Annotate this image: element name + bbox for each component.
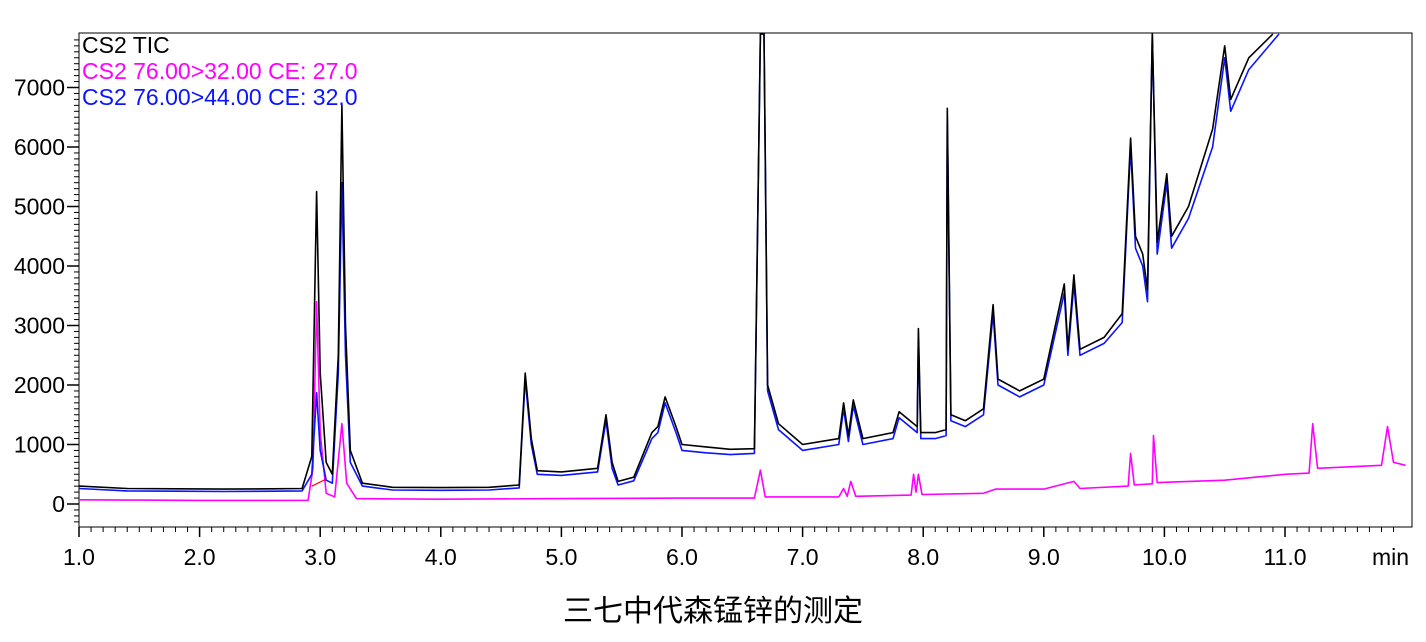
plot-area <box>78 32 1413 528</box>
legend-entry-tic: CS2 TIC <box>82 32 170 58</box>
x-tick-label: 2.0 <box>184 544 216 570</box>
y-tick-label: 3000 <box>14 313 65 339</box>
x-axis-unit-label: min <box>1372 544 1409 570</box>
x-tick-label: 4.0 <box>425 544 457 570</box>
axes: 0 1000 2000 3000 4000 5000 6000 7000 1.0 2.0 3.0 4.… <box>14 39 1409 570</box>
legend-entry-mrm-44: CS2 76.00>44.00 CE: 32.0 <box>82 84 358 110</box>
series-line-0 <box>78 33 1274 490</box>
x-tick-label: 5.0 <box>545 544 577 570</box>
x-tick-label: 6.0 <box>666 544 698 570</box>
y-tick-label: 5000 <box>14 194 65 220</box>
y-tick-label: 6000 <box>14 134 65 160</box>
series-lines <box>78 33 1406 502</box>
legend-entry-mrm-32: CS2 76.00>32.00 CE: 27.0 <box>82 58 358 84</box>
x-tick-label: 11.0 <box>1263 544 1306 570</box>
x-tick-label: 10.0 <box>1142 544 1187 570</box>
chart-caption: 三七中代森锰锌的测定 <box>563 594 863 629</box>
x-tick-label: 1.0 <box>63 544 95 570</box>
y-tick-label: 4000 <box>14 253 65 279</box>
y-tick-label: 2000 <box>14 372 65 398</box>
series-line-1 <box>78 300 1406 502</box>
y-tick-label: 0 <box>52 491 65 517</box>
baseline-marker <box>311 478 327 487</box>
x-tick-label: 3.0 <box>304 544 336 570</box>
y-tick-label: 7000 <box>14 75 65 101</box>
chromatogram-chart: 0 1000 2000 3000 4000 5000 6000 7000 1.0 2.0 3.0 4.… <box>14 32 1413 570</box>
x-tick-label: 9.0 <box>1028 544 1060 570</box>
y-tick-label: 1000 <box>14 432 65 458</box>
x-tick-label: 8.0 <box>907 544 939 570</box>
x-tick-label: 7.0 <box>787 544 819 570</box>
